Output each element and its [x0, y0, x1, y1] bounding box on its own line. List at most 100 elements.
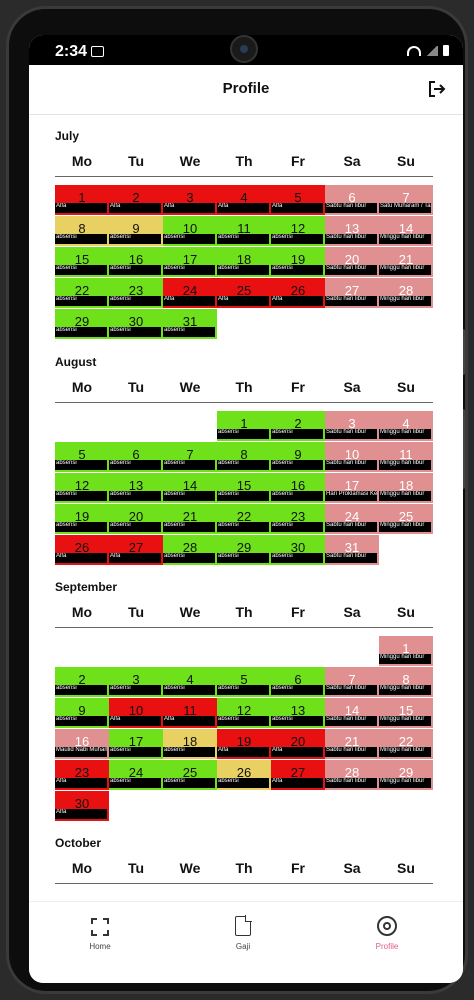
- calendar-day[interactable]: 12 absensi: [217, 698, 271, 728]
- calendar-day[interactable]: 18 absensi: [163, 729, 217, 759]
- calendar-day[interactable]: 25 Minggu hari libur: [379, 504, 433, 534]
- calendar-day[interactable]: 29 absensi: [55, 309, 109, 339]
- calendar-day[interactable]: 13 absensi: [109, 473, 163, 503]
- calendar-day[interactable]: 17 absensi: [109, 729, 163, 759]
- calendar-day[interactable]: 11 Alfa: [163, 698, 217, 728]
- calendar-day[interactable]: 20 Alfa: [271, 729, 325, 759]
- calendar-day[interactable]: 26 Alfa: [271, 278, 325, 308]
- calendar-day[interactable]: 10 Alfa: [109, 698, 163, 728]
- calendar-day[interactable]: 3 Alfa: [163, 185, 217, 215]
- calendar-day[interactable]: 5 absensi: [55, 442, 109, 472]
- calendar-day[interactable]: 2 absensi: [271, 411, 325, 441]
- calendar-day[interactable]: 16 absensi: [271, 473, 325, 503]
- calendar-day[interactable]: 12 absensi: [55, 473, 109, 503]
- calendar-day[interactable]: 15 absensi: [55, 247, 109, 277]
- calendar-day[interactable]: 12 absensi: [271, 216, 325, 246]
- calendar-day[interactable]: 15 Minggu hari libur: [379, 698, 433, 728]
- calendar-day[interactable]: 26 absensi: [217, 760, 271, 790]
- calendar-day[interactable]: 19 absensi: [271, 247, 325, 277]
- calendar-day[interactable]: 15 absensi: [217, 473, 271, 503]
- calendar-day[interactable]: 8 Minggu hari libur: [379, 667, 433, 697]
- calendar-day[interactable]: 24 Alfa: [163, 278, 217, 308]
- calendar-day[interactable]: 28 Minggu hari libur: [379, 278, 433, 308]
- calendar-day[interactable]: 1 Minggu hari libur: [379, 636, 433, 666]
- calendar-day[interactable]: 20 absensi: [109, 504, 163, 534]
- nav-home[interactable]: Home: [55, 916, 145, 951]
- weekday-label: Sa: [343, 604, 361, 620]
- calendar-day[interactable]: 11 absensi: [217, 216, 271, 246]
- calendar-day[interactable]: 27 Sabtu hari libur: [325, 278, 379, 308]
- calendar-day[interactable]: 16 absensi: [109, 247, 163, 277]
- calendar-day[interactable]: 19 absensi: [55, 504, 109, 534]
- calendar-day[interactable]: 27 Alfa: [109, 535, 163, 565]
- calendar-day[interactable]: 21 Minggu hari libur: [379, 247, 433, 277]
- calendar-day[interactable]: 2 Alfa: [109, 185, 163, 215]
- calendar-day[interactable]: 4 Minggu hari libur: [379, 411, 433, 441]
- calendar-day[interactable]: 31 absensi: [163, 309, 217, 339]
- calendar-day[interactable]: 23 absensi: [109, 278, 163, 308]
- calendar-day[interactable]: 21 absensi: [163, 504, 217, 534]
- logout-icon[interactable]: [427, 79, 447, 99]
- calendar-day[interactable]: 8 absensi: [55, 216, 109, 246]
- calendar-day[interactable]: 3 absensi: [109, 667, 163, 697]
- calendar-day[interactable]: 20 Sabtu hari libur: [325, 247, 379, 277]
- calendar-day[interactable]: 4 Alfa: [217, 185, 271, 215]
- calendar-day[interactable]: 9 absensi: [55, 698, 109, 728]
- calendar-day[interactable]: 10 Sabtu hari libur: [325, 442, 379, 472]
- calendar-day[interactable]: 7 Sabtu hari libur: [325, 667, 379, 697]
- calendar-day[interactable]: 14 absensi: [163, 473, 217, 503]
- calendar-day[interactable]: 13 absensi: [271, 698, 325, 728]
- calendar-day[interactable]: 4 absensi: [163, 667, 217, 697]
- calendar-day[interactable]: 28 Sabtu hari libur: [325, 760, 379, 790]
- calendar-day[interactable]: 27 Alfa: [271, 760, 325, 790]
- calendar-day[interactable]: 6 absensi: [271, 667, 325, 697]
- calendar-day[interactable]: 24 Sabtu hari libur: [325, 504, 379, 534]
- calendar-day[interactable]: 24 absensi: [109, 760, 163, 790]
- calendar-day[interactable]: 23 absensi: [271, 504, 325, 534]
- calendar-day[interactable]: 29 Minggu hari libur: [379, 760, 433, 790]
- calendar-day[interactable]: 30 Alfa: [55, 791, 109, 821]
- calendar-day[interactable]: 18 Minggu hari libur: [379, 473, 433, 503]
- calendar-day[interactable]: 17 absensi: [163, 247, 217, 277]
- calendar-day[interactable]: 8 absensi: [217, 442, 271, 472]
- calendar-day[interactable]: 5 absensi: [217, 667, 271, 697]
- calendar-day[interactable]: 1 Alfa: [55, 185, 109, 215]
- calendar-day[interactable]: 14 Minggu hari libur: [379, 216, 433, 246]
- calendar-day[interactable]: 7 absensi: [163, 442, 217, 472]
- calendar-day[interactable]: 30 absensi: [271, 535, 325, 565]
- calendar-day[interactable]: 6 Sabtu hari libur: [325, 185, 379, 215]
- calendar-day[interactable]: 6 absensi: [109, 442, 163, 472]
- nav-profile[interactable]: Profile: [342, 916, 432, 951]
- calendar-day[interactable]: 22 Minggu hari libur: [379, 729, 433, 759]
- calendar-day[interactable]: 22 absensi: [217, 504, 271, 534]
- calendar-day[interactable]: 29 absensi: [217, 535, 271, 565]
- calendar-day[interactable]: 26 Alfa: [55, 535, 109, 565]
- calendar-day[interactable]: 25 absensi: [163, 760, 217, 790]
- calendar-day[interactable]: 25 Alfa: [217, 278, 271, 308]
- calendar-day[interactable]: 11 Minggu hari libur: [379, 442, 433, 472]
- calendar-day[interactable]: 18 absensi: [217, 247, 271, 277]
- day-number: 22: [74, 283, 90, 298]
- calendar-scroll[interactable]: July Mo Tu We Th Fr Sa Su 1 Alfa 2 Alfa 3 Alfa 4 Alfa 5 A…: [29, 115, 463, 901]
- calendar-day[interactable]: 13 Sabtu hari libur: [325, 216, 379, 246]
- calendar-day[interactable]: 30 absensi: [109, 309, 163, 339]
- calendar-day[interactable]: 19 Alfa: [217, 729, 271, 759]
- calendar-day[interactable]: 2 absensi: [55, 667, 109, 697]
- calendar-day[interactable]: 28 absensi: [163, 535, 217, 565]
- day-status-label: absensi: [55, 522, 107, 532]
- calendar-day[interactable]: 10 absensi: [163, 216, 217, 246]
- calendar-day[interactable]: 23 Alfa: [55, 760, 109, 790]
- calendar-day[interactable]: 31 Sabtu hari libur: [325, 535, 379, 565]
- calendar-day[interactable]: 21 Sabtu hari libur: [325, 729, 379, 759]
- calendar-day[interactable]: 14 Sabtu hari libur: [325, 698, 379, 728]
- nav-gaji[interactable]: Gaji: [198, 915, 288, 951]
- calendar-day[interactable]: 9 absensi: [271, 442, 325, 472]
- calendar-day[interactable]: 5 Alfa: [271, 185, 325, 215]
- calendar-day[interactable]: 1 absensi: [217, 411, 271, 441]
- calendar-day[interactable]: 22 absensi: [55, 278, 109, 308]
- calendar-day[interactable]: 9 absensi: [109, 216, 163, 246]
- calendar-day[interactable]: 3 Sabtu hari libur: [325, 411, 379, 441]
